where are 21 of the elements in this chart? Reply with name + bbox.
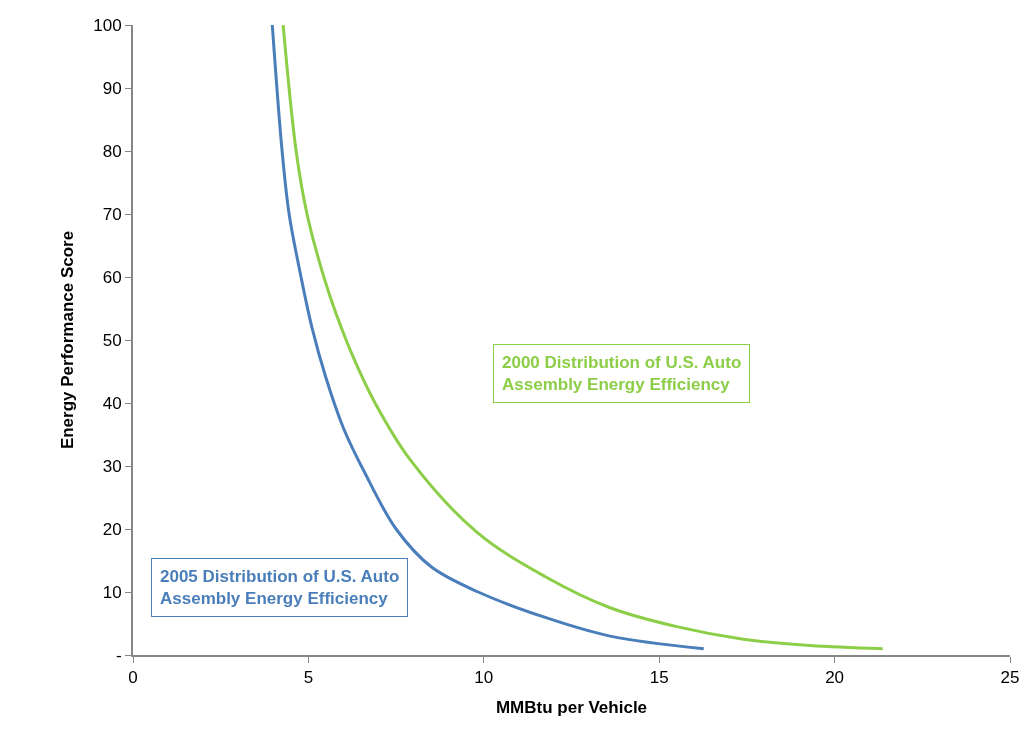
y-axis-title: Energy Performance Score [58, 230, 78, 450]
y-tick-label: 80 [102, 141, 122, 161]
y-tick-label: 20 [102, 519, 122, 539]
y-tick-label: 40 [102, 393, 122, 413]
x-axis-title: MMBtu per Vehicle [495, 698, 648, 718]
series-label: 2005 Distribution of U.S. Auto Assembly Energy Efficiency [160, 567, 400, 609]
y-tick-label: 70 [102, 204, 122, 224]
y-tick-label: 90 [102, 78, 122, 98]
x-tick-label: 10 [474, 668, 494, 688]
y-tick-label: 100 [93, 15, 122, 35]
y-tick-label: 30 [102, 456, 122, 476]
x-tick-label: 15 [649, 668, 669, 688]
x-tick-label: 25 [1000, 668, 1020, 688]
x-tick-label: 0 [128, 668, 138, 688]
text: 2000 Distribution of U.S. Auto Assembly Energy Efficiency [502, 353, 742, 395]
x-tick-label: 5 [303, 668, 314, 688]
y-tick-label: 50 [102, 330, 122, 350]
x-tick-label: 20 [825, 668, 845, 688]
y-tick-label: 60 [102, 267, 122, 287]
y-tick-label: 10 [102, 582, 122, 602]
y-tick-label: - [115, 645, 122, 665]
